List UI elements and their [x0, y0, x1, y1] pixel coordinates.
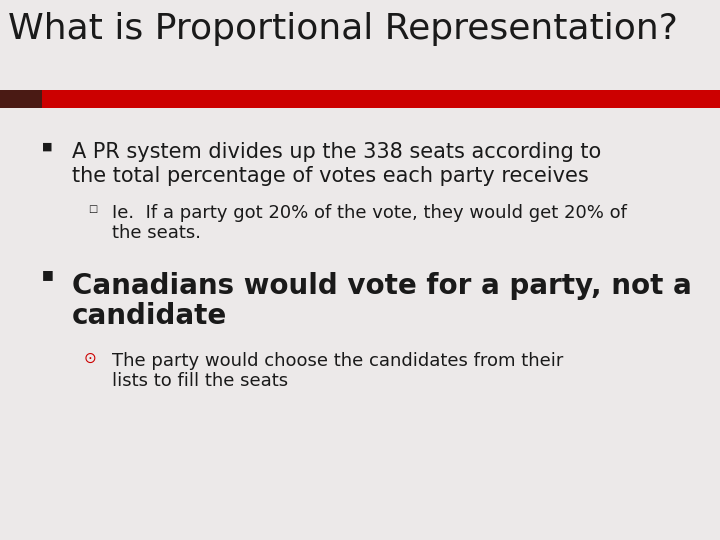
Text: the total percentage of votes each party receives: the total percentage of votes each party… [72, 166, 589, 186]
Text: The party would choose the candidates from their: The party would choose the candidates fr… [112, 352, 563, 370]
Text: Canadians would vote for a party, not a: Canadians would vote for a party, not a [72, 272, 692, 300]
Text: Ie.  If a party got 20% of the vote, they would get 20% of: Ie. If a party got 20% of the vote, they… [112, 204, 627, 222]
Text: lists to fill the seats: lists to fill the seats [112, 372, 288, 390]
Text: the seats.: the seats. [112, 224, 201, 242]
Text: What is Proportional Representation?: What is Proportional Representation? [8, 12, 678, 46]
Text: A PR system divides up the 338 seats according to: A PR system divides up the 338 seats acc… [72, 142, 601, 162]
Text: ■: ■ [42, 142, 53, 152]
Bar [42, 90, 720, 108]
Text: ■: ■ [42, 268, 54, 281]
Text: candidate: candidate [72, 302, 228, 330]
Text: ⊙: ⊙ [84, 351, 96, 366]
Bar [0, 90, 42, 108]
Text: □: □ [88, 204, 97, 214]
